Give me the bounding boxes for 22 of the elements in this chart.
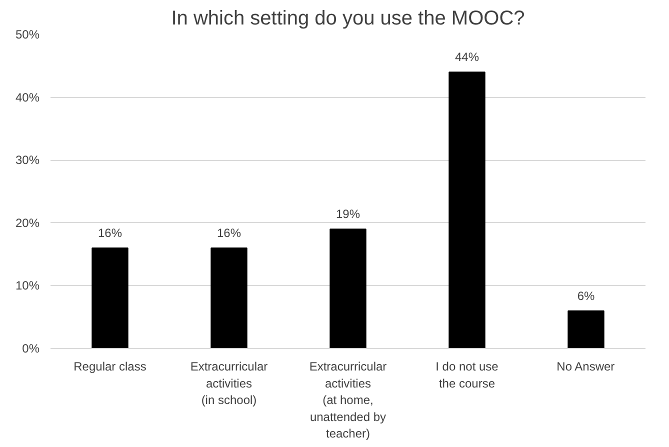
y-tick-label: 0% [22, 342, 40, 356]
data-label: 16% [98, 226, 122, 240]
bar [210, 248, 248, 348]
chart-title: In which setting do you use the MOOC? [171, 8, 525, 30]
bar [92, 248, 128, 348]
y-tick-label: 20% [15, 216, 40, 230]
bar [448, 72, 486, 348]
y-tick-label: 30% [15, 153, 40, 168]
data-label: 44% [454, 50, 480, 64]
x-tick-label: Extracurricular activities (in school) [190, 360, 268, 408]
data-label: 19% [336, 207, 360, 222]
y-tick-label: 50% [15, 28, 40, 42]
bar [568, 310, 604, 348]
x-tick-label: No Answer [556, 360, 615, 374]
data-label: 6% [577, 288, 595, 303]
y-tick-label: 10% [15, 278, 40, 293]
x-tick-label: Extracurricular activities (at home, unattended by teacher) [309, 360, 387, 441]
y-tick-label: 40% [15, 90, 40, 104]
bar [330, 228, 366, 348]
data-label: 16% [216, 226, 242, 240]
x-tick-label: I do not use the course [436, 360, 499, 390]
x-tick-label: Regular class [74, 360, 146, 374]
